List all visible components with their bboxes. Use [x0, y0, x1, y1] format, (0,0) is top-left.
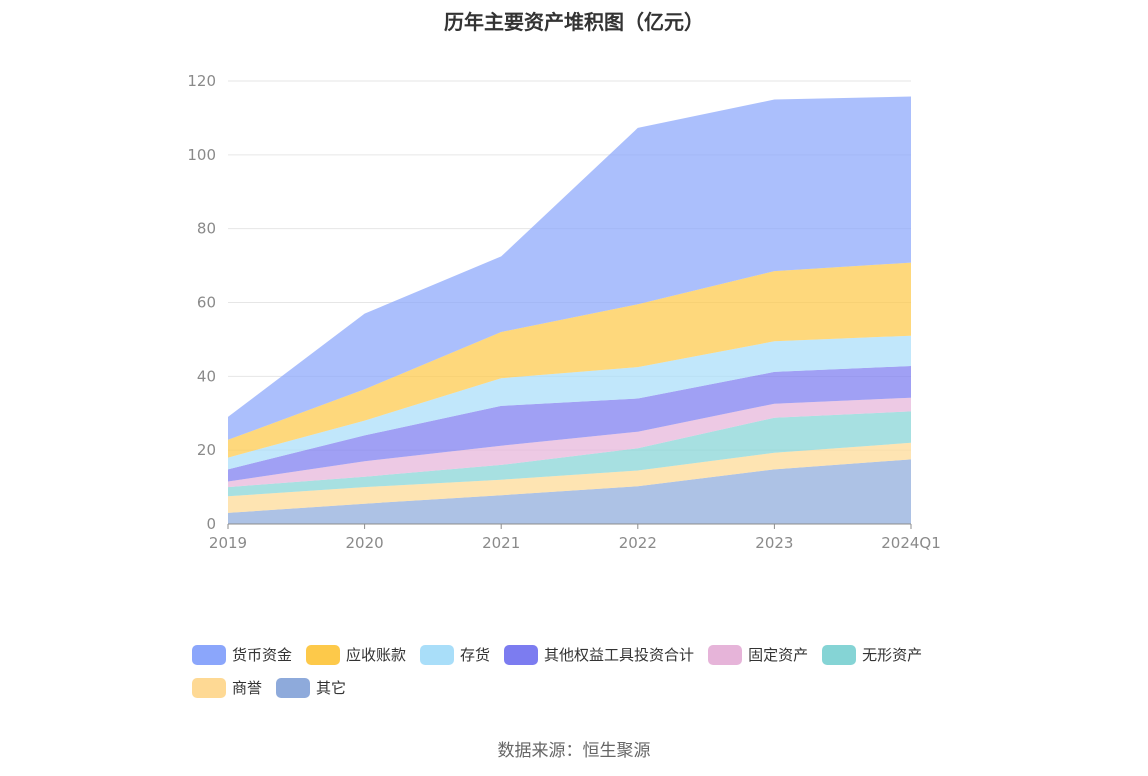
- data-source-note: 数据来源：恒生聚源: [497, 741, 651, 761]
- y-tick-label: 80: [197, 220, 216, 238]
- axes: 0 20 40 60 80 100 120 2019 2020 2021 2022 2023 2024Q…: [187, 72, 940, 552]
- legend-label: 其他权益工具投资合计: [544, 646, 695, 664]
- legend-item[interactable]: 其它: [276, 677, 346, 698]
- area-series-1: [228, 442, 911, 513]
- y-tick-label: 0: [206, 515, 216, 533]
- legend-item[interactable]: 应收账款: [306, 644, 406, 665]
- legend-swatch: [420, 644, 455, 665]
- legend-item[interactable]: 其他权益工具投资合计: [504, 644, 694, 665]
- legend-item[interactable]: 货币资金: [192, 644, 292, 665]
- x-tick-label: 2023: [755, 534, 793, 552]
- legend-label: 其它: [316, 679, 347, 697]
- legend-swatch: [504, 644, 539, 665]
- area-series: [228, 96, 911, 524]
- legend-row: 货币资金 应收账款 存货 其他权益工具投资合计 固定资产 无形资产: [192, 638, 992, 671]
- legend-swatch: [306, 644, 341, 665]
- y-tick-label: 120: [187, 72, 216, 90]
- chart-legend: 货币资金 应收账款 存货 其他权益工具投资合计 固定资产 无形资产 商誉 其它: [192, 638, 992, 704]
- x-tick-label: 2022: [619, 534, 657, 552]
- legend-label: 固定资产: [748, 646, 809, 664]
- legend-swatch: [822, 644, 857, 665]
- legend-item[interactable]: 无形资产: [822, 644, 922, 665]
- area-series-0: [228, 459, 911, 524]
- x-tick-label: 2020: [346, 534, 384, 552]
- area-series-2: [228, 411, 911, 497]
- y-tick-label: 40: [197, 367, 216, 385]
- legend-row: 商誉 其它: [192, 671, 992, 704]
- chart-title: 历年主要资产堆积图（亿元）: [444, 10, 704, 34]
- area-series-4: [228, 366, 911, 482]
- x-tick-label: 2021: [482, 534, 520, 552]
- y-tick-label: 20: [197, 441, 216, 459]
- legend-label: 货币资金: [232, 646, 293, 664]
- legend-item[interactable]: 固定资产: [708, 644, 808, 665]
- y-tick-label: 100: [187, 146, 216, 164]
- legend-swatch: [192, 644, 226, 665]
- legend-label: 应收账款: [346, 646, 407, 664]
- area-series-5: [228, 335, 911, 470]
- y-tick-label: 60: [197, 294, 216, 312]
- area-series-7: [228, 96, 911, 440]
- legend-item[interactable]: 存货: [420, 644, 490, 665]
- legend-swatch: [276, 677, 311, 698]
- legend-label: 商誉: [232, 679, 263, 697]
- legend-label: 存货: [460, 646, 491, 664]
- legend-swatch: [192, 677, 226, 698]
- area-series-6: [228, 262, 911, 458]
- legend-swatch: [708, 644, 743, 665]
- legend-item[interactable]: 商誉: [192, 677, 262, 698]
- x-tick-label: 2024Q1: [881, 534, 941, 552]
- legend-label: 无形资产: [862, 646, 923, 664]
- x-tick-label: 2019: [209, 534, 247, 552]
- area-series-3: [228, 397, 911, 488]
